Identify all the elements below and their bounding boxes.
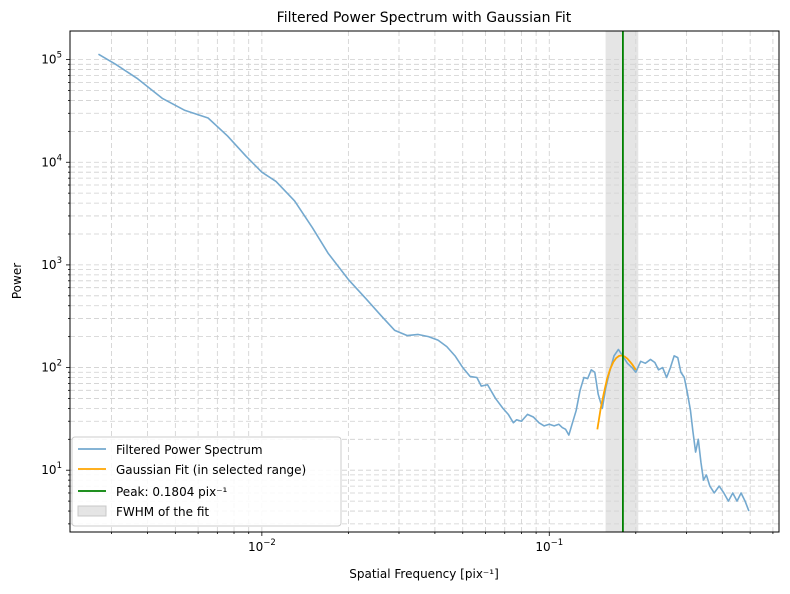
y-axis-label: Power — [10, 263, 24, 299]
legend-label-gaussian: Gaussian Fit (in selected range) — [116, 463, 306, 477]
y-tick-label: 104 — [41, 153, 62, 169]
legend-swatch-fwhm — [77, 505, 107, 517]
series-layer — [98, 31, 750, 532]
fwhm-layer — [605, 31, 639, 532]
legend-box — [71, 436, 342, 527]
legend-label-peak: Peak: 0.1804 pix⁻¹ — [116, 485, 228, 499]
chart-title: Filtered Power Spectrum with Gaussian Fi… — [277, 10, 572, 26]
tick-layer: 10−2 10−1 101 102 103 104 105 — [41, 51, 774, 554]
x-axis-label: Spatial Frequency [pix⁻¹] — [349, 567, 499, 581]
legend-label-spectrum: Filtered Power Spectrum — [116, 443, 263, 457]
y-tick-label: 101 — [41, 461, 62, 477]
x-tick-label: 10−2 — [248, 538, 276, 554]
series-line-gaussian — [596, 354, 637, 430]
y-tick-label: 105 — [41, 51, 62, 67]
series-line-spectrum — [98, 53, 750, 512]
x-tick-label: 10−1 — [535, 538, 563, 554]
fwhm-band — [605, 31, 639, 532]
legend: Filtered Power Spectrum Gaussian Fit (in… — [71, 436, 342, 527]
y-tick-label: 102 — [41, 359, 62, 375]
grid-layer — [70, 31, 779, 532]
y-tick-label: 103 — [41, 256, 62, 272]
plot-frame — [69, 30, 780, 533]
legend-label-fwhm: FWHM of the fit — [116, 505, 209, 519]
